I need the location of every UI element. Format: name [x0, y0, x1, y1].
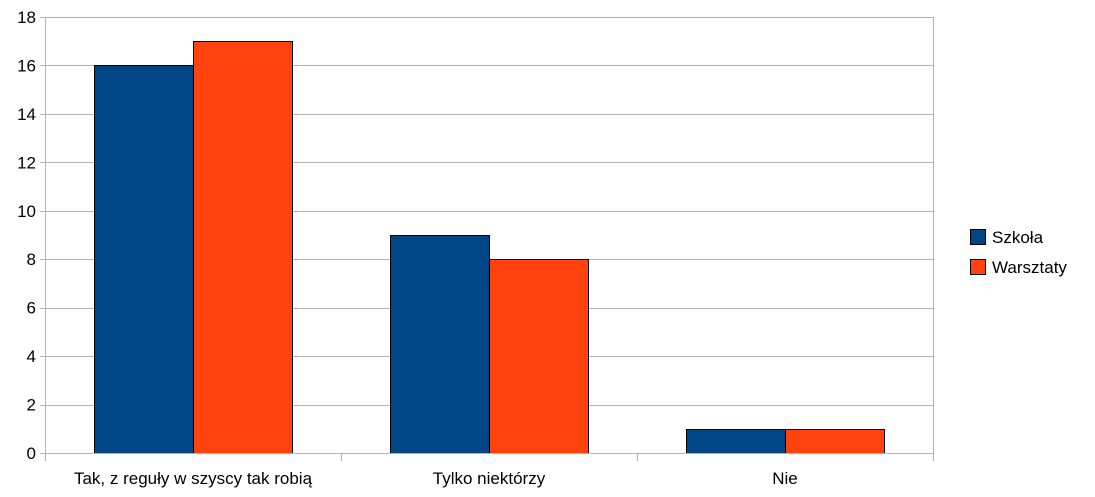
x-category-label: Tak, z reguły w szyscy tak robią	[74, 469, 313, 488]
y-tick-label: 0	[27, 444, 36, 463]
y-tick-label: 16	[17, 56, 36, 75]
y-tick-label: 12	[17, 153, 36, 172]
y-tick-label: 18	[17, 8, 36, 27]
bar-szkola-2	[686, 429, 786, 454]
bars	[94, 41, 885, 454]
bar-warsztaty-2	[785, 429, 885, 454]
bar-szkola-1	[390, 235, 490, 454]
bar-warsztaty-1	[489, 259, 589, 454]
y-tick-label: 4	[27, 347, 36, 366]
x-axis-categories: Tak, z reguły w szyscy tak robią Tylko ni…	[74, 469, 798, 488]
bar-szkola-0	[94, 65, 194, 454]
y-tick-label: 10	[17, 202, 36, 221]
x-category-label: Tylko niektórzy	[433, 469, 546, 488]
legend: Szkoła Warsztaty	[970, 228, 1067, 277]
y-tick-label: 14	[17, 105, 36, 124]
legend-label: Szkoła	[992, 228, 1044, 247]
legend-swatch-szkola	[970, 229, 986, 245]
y-tick-label: 6	[27, 299, 36, 318]
bar-warsztaty-0	[193, 41, 293, 454]
axes	[40, 17, 934, 461]
y-axis-ticks: 0 2 4 6 8 10 12 14 16 18	[17, 8, 36, 463]
legend-swatch-warsztaty	[970, 259, 986, 275]
y-tick-label: 2	[27, 396, 36, 415]
legend-label: Warsztaty	[992, 258, 1067, 277]
y-tick-label: 8	[27, 250, 36, 269]
x-category-label: Nie	[772, 469, 798, 488]
